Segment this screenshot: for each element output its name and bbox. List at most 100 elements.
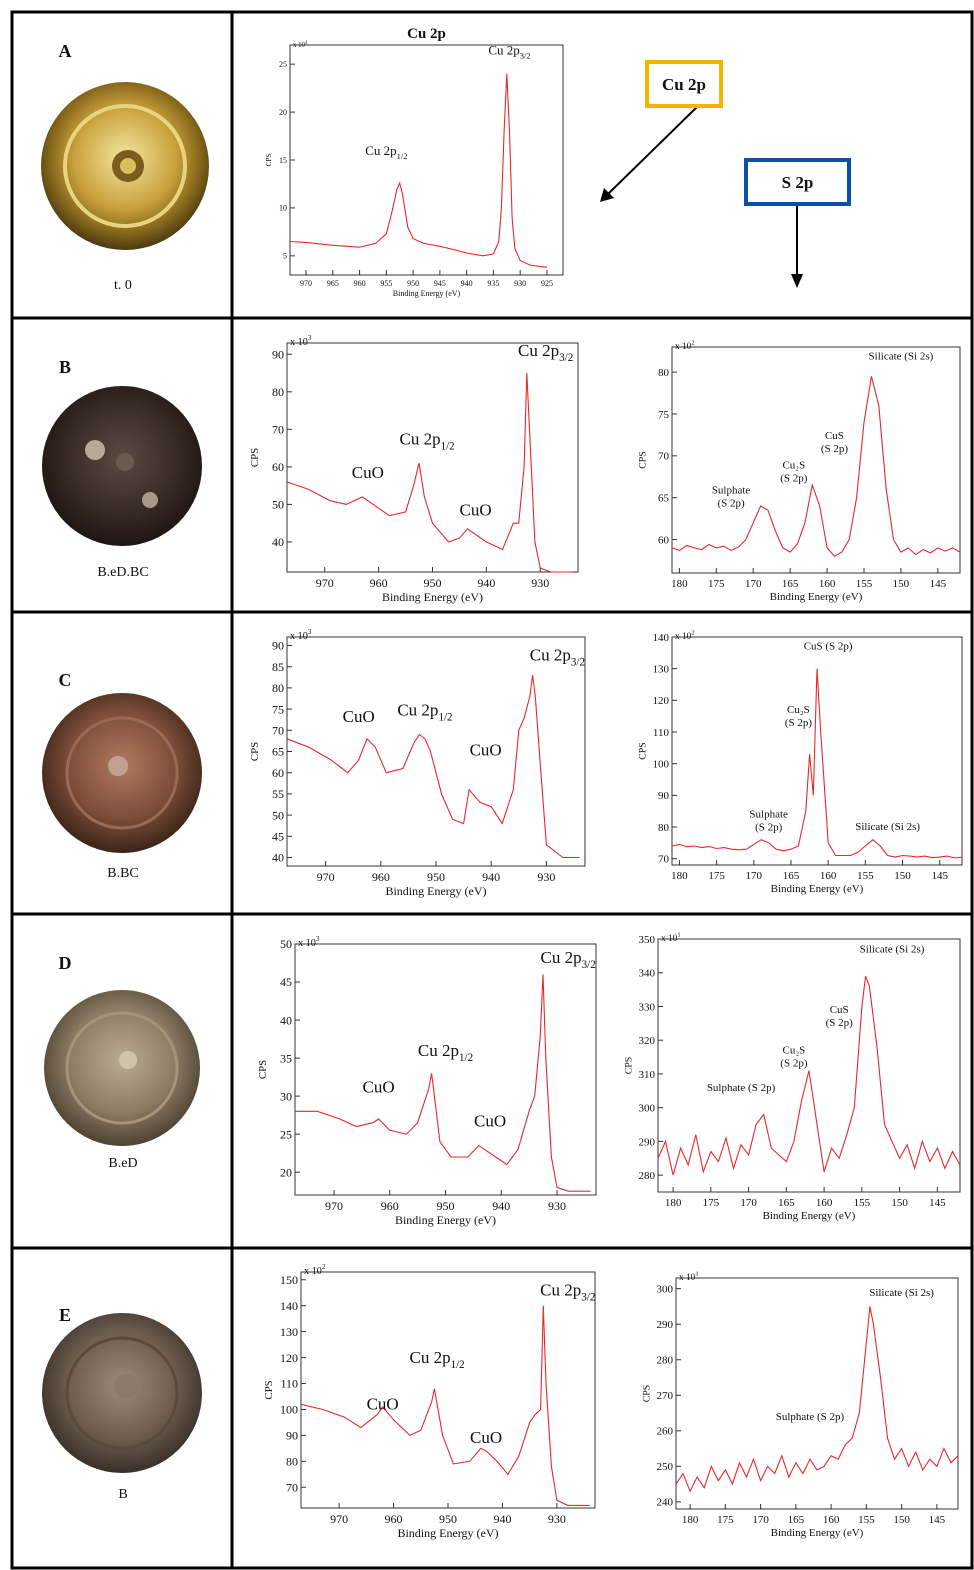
sample-letter: D xyxy=(59,953,72,973)
y-tick-label: 280 xyxy=(639,1170,656,1182)
annotation: Silicate (Si 2s) xyxy=(869,1287,934,1299)
annotation-text: CuO xyxy=(470,741,502,760)
y-tick-label: 240 xyxy=(657,1497,674,1509)
annotation-text: Cu 2p xyxy=(488,43,519,58)
x-tick-label: 960 xyxy=(385,1512,403,1526)
multiplier: x 102 xyxy=(675,340,695,352)
plot-frame xyxy=(295,944,596,1195)
multiplier-base: x 10 xyxy=(290,337,308,348)
x-tick-label: 935 xyxy=(487,279,499,288)
y-tick-label: 55 xyxy=(272,787,284,801)
x-tick-label: 930 xyxy=(514,279,526,288)
x-axis-label: Binding Energy (eV) xyxy=(385,884,486,898)
x-tick-label: 145 xyxy=(929,1197,946,1209)
x-tick-label: 180 xyxy=(665,1197,682,1209)
annotation-text: Cu 2p xyxy=(530,645,571,664)
annotation: Sulphate (S 2p) xyxy=(776,1411,845,1423)
y-tick-label: 50 xyxy=(272,498,284,512)
annotation-text: Cu 2p xyxy=(365,143,396,158)
annotation: Cu 2p1/2 xyxy=(400,429,455,452)
annotation-sub: 3/2 xyxy=(571,656,585,668)
annotation-text: CuO xyxy=(470,1428,502,1447)
x-axis-label: Binding Energy (eV) xyxy=(770,591,863,603)
spectrum-line xyxy=(676,1306,958,1491)
multiplier-base: x 10 xyxy=(298,938,316,949)
y-tick-label: 100 xyxy=(653,759,670,771)
annotation: CuO xyxy=(367,1394,399,1413)
y-tick-label: 70 xyxy=(272,423,284,437)
y-tick-label: 40 xyxy=(280,1013,292,1027)
plot-frame xyxy=(301,1272,595,1508)
x-tick-label: 180 xyxy=(682,1514,699,1526)
annotation-text: Cu 2p xyxy=(540,1280,581,1299)
x-tick-label: 150 xyxy=(893,1514,910,1526)
x-axis-label: Binding Energy (eV) xyxy=(382,590,483,604)
x-tick-label: 145 xyxy=(931,870,948,882)
annotation-text: CuO xyxy=(474,1112,506,1131)
y-tick-label: 20 xyxy=(280,1165,292,1179)
y-tick-label: 70 xyxy=(658,451,670,463)
plot-frame xyxy=(676,1278,958,1509)
x-tick-label: 960 xyxy=(354,279,366,288)
annotation-text: CuO xyxy=(352,463,384,482)
plot-frame xyxy=(287,637,585,866)
spectrum-line xyxy=(295,974,590,1191)
x-tick-label: 940 xyxy=(482,870,500,884)
y-tick-label: 40 xyxy=(272,851,284,865)
sample-caption: B.eD xyxy=(108,1156,137,1171)
y-tick-label: 130 xyxy=(280,1325,298,1339)
y-tick-label: 140 xyxy=(653,632,670,644)
x-tick-label: 930 xyxy=(531,576,549,590)
x-tick-label: 955 xyxy=(380,279,392,288)
annotation-text: Cu 2p xyxy=(397,700,438,719)
multiplier-base: x 10 xyxy=(675,342,692,352)
x-tick-label: 940 xyxy=(477,576,495,590)
multiplier-base: x 10 xyxy=(679,1273,696,1283)
annotation-sub: 3/2 xyxy=(559,352,573,364)
multiplier-exp: 1 xyxy=(677,932,680,939)
annotation: (S 2p) xyxy=(780,472,808,484)
y-tick-label: 310 xyxy=(639,1069,656,1081)
x-tick-label: 155 xyxy=(854,1197,871,1209)
multiplier-base: x 10 xyxy=(290,631,308,642)
y-tick-label: 10 xyxy=(279,204,287,213)
sample-caption: B.eD.BC xyxy=(97,565,148,580)
x-tick-label: 950 xyxy=(407,279,419,288)
annotation-text: CuO xyxy=(460,501,492,520)
annotation: (S 2p) xyxy=(785,717,813,729)
x-tick-label: 925 xyxy=(541,279,553,288)
x-tick-label: 970 xyxy=(330,1512,348,1526)
multiplier: x 101 xyxy=(679,1271,699,1283)
annotation-text: CuO xyxy=(363,1077,395,1096)
multiplier: x 103 xyxy=(298,935,320,949)
x-tick-label: 155 xyxy=(857,870,874,882)
y-tick-label: 270 xyxy=(657,1390,674,1402)
sample-letter: A xyxy=(59,41,72,61)
x-tick-label: 165 xyxy=(782,578,799,590)
plot-frame xyxy=(290,45,563,275)
y-tick-label: 90 xyxy=(272,347,284,361)
annotation: Cu 2p1/2 xyxy=(418,1041,473,1064)
annotation: CuS xyxy=(825,430,844,442)
x-tick-label: 175 xyxy=(708,870,725,882)
x-axis-label: Binding Energy (eV) xyxy=(395,1213,496,1227)
x-tick-label: 145 xyxy=(930,578,947,590)
x-tick-label: 960 xyxy=(381,1199,399,1213)
y-tick-label: 110 xyxy=(653,727,670,739)
y-tick-label: 70 xyxy=(272,723,284,737)
x-tick-label: 165 xyxy=(788,1514,805,1526)
annotation: (S 2p) xyxy=(821,443,849,455)
multiplier: x 102 xyxy=(304,1263,326,1277)
y-tick-label: 290 xyxy=(639,1136,656,1148)
spectrum-line xyxy=(287,373,573,572)
y-tick-label: 320 xyxy=(639,1035,656,1047)
y-axis-label: CPS xyxy=(638,451,649,469)
annotation: (S 2p) xyxy=(780,1058,808,1070)
x-tick-label: 155 xyxy=(856,578,873,590)
annotation-sub: 1/2 xyxy=(438,712,452,724)
x-tick-label: 160 xyxy=(823,1514,840,1526)
annotation-text: Cu 2p xyxy=(518,341,559,360)
x-tick-label: 175 xyxy=(717,1514,734,1526)
x-tick-label: 155 xyxy=(858,1514,875,1526)
y-axis-label: CPS xyxy=(265,154,273,167)
